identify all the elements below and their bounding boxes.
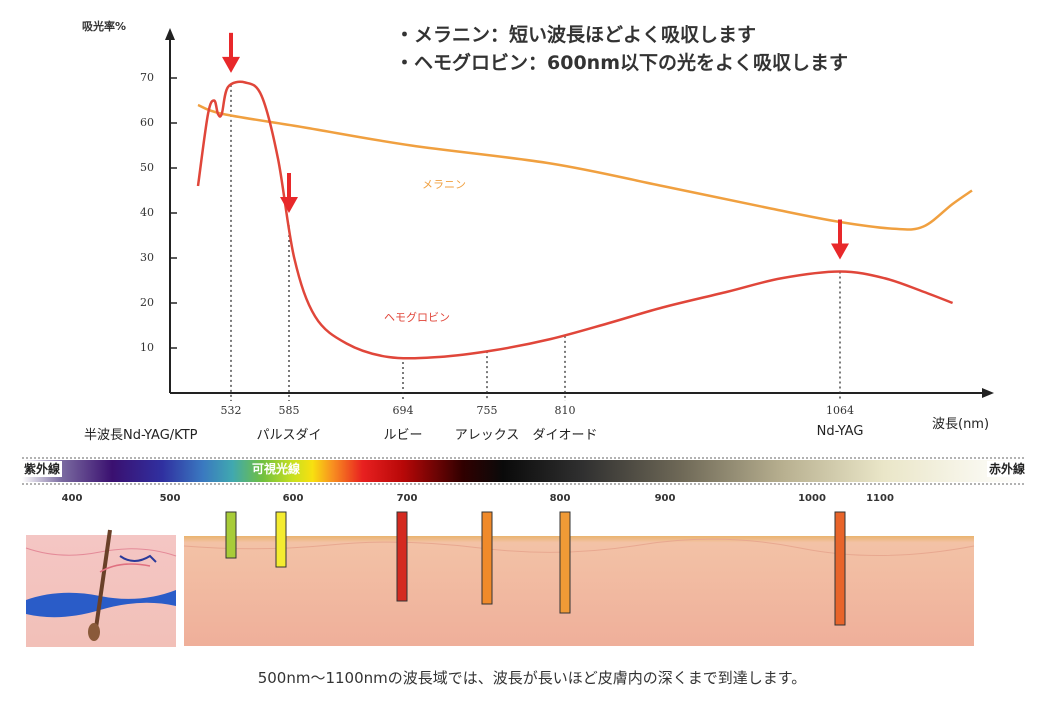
penetration-depth-bars [225, 511, 846, 626]
y-axis-label: 吸光率% [82, 20, 127, 33]
chart-axes [165, 28, 994, 398]
skin-cross-section [183, 536, 975, 646]
spectrum-number: 700 [396, 493, 418, 504]
laser-name-label: パルスダイ [256, 428, 322, 443]
x-tick-label: 694 [392, 404, 414, 417]
spectrum-number: 1100 [866, 493, 894, 504]
y-tick-label: 40 [140, 206, 154, 219]
depth-bar [225, 511, 237, 559]
x-tick-label: 1064 [826, 404, 854, 417]
series-line-melanin [197, 103, 973, 231]
spectrum-number: 400 [61, 493, 83, 504]
laser-guide-lines [230, 84, 841, 401]
laser-name-label: アレックス [454, 428, 520, 443]
laser-name-label: 半波長Nd-YAG/KTP [84, 428, 198, 443]
spectrum-number: 900 [654, 493, 676, 504]
x-tick-label: 585 [278, 404, 300, 417]
legend-melanin: メラニン [422, 178, 466, 191]
spectrum-number: 1000 [798, 493, 826, 504]
x-axis-label: 波長(nm) [932, 417, 990, 432]
ir-label: 赤外線 [987, 461, 1028, 477]
peak-arrowhead [222, 56, 240, 73]
y-tick-label: 50 [140, 161, 154, 174]
caption: 500nm～1100nmの波長域では、波長が長いほど皮膚内の深くまで到達します。 [257, 669, 807, 687]
depth-bar [481, 511, 493, 605]
laser-name-label: ダイオード [532, 428, 598, 443]
y-tick-label: 30 [140, 251, 154, 264]
depth-bar [396, 511, 408, 602]
note-hemoglobin: ・ヘモグロビン：600nm以下の光をよく吸収します [395, 52, 848, 74]
y-axis-arrowhead [165, 28, 175, 40]
depth-bar [275, 511, 287, 568]
x-tick-label: 755 [476, 404, 498, 417]
laser-name-label: ルビー [383, 428, 423, 443]
spectrum-bar [22, 460, 1024, 482]
y-tick-label: 10 [140, 341, 154, 354]
uv-label: 紫外線 [22, 461, 63, 477]
peak-arrowhead [280, 197, 298, 213]
x-tick-label: 532 [220, 404, 242, 417]
series-line-hemoglobin [196, 80, 954, 360]
legend-hemoglobin: ヘモグロビン [384, 311, 450, 324]
series-layer [196, 80, 973, 360]
y-tick-marks [170, 77, 177, 349]
y-tick-label: 20 [140, 296, 154, 309]
depth-bar [559, 511, 571, 614]
x-axis-arrowhead [982, 388, 994, 398]
hair-follicle-illustration [25, 529, 177, 647]
peak-arrowhead [831, 243, 849, 260]
laser-name-label: Nd-YAG [816, 424, 864, 439]
depth-bar [834, 511, 846, 626]
note-melanin: ・メラニン：短い波長ほどよく吸収します [395, 24, 757, 46]
spectrum-number: 600 [282, 493, 304, 504]
y-tick-label: 60 [140, 116, 154, 129]
spectrum-number: 500 [159, 493, 181, 504]
arrow-layer [222, 32, 849, 260]
spectrum-number: 800 [549, 493, 571, 504]
visible-light-label: 可視光線 [252, 462, 301, 476]
x-tick-label: 810 [554, 404, 576, 417]
y-tick-label: 70 [140, 71, 154, 84]
